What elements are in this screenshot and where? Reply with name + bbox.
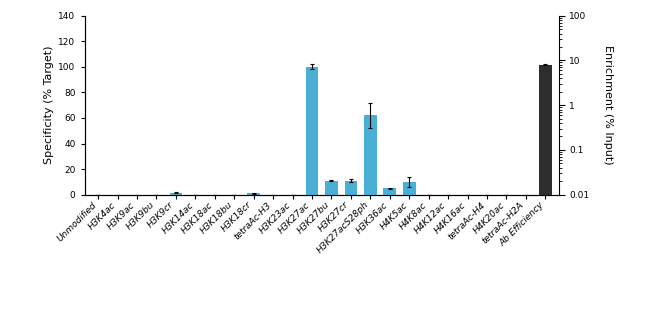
Bar bbox=[344, 181, 358, 195]
Bar bbox=[539, 65, 552, 314]
Bar bbox=[306, 67, 318, 195]
Bar bbox=[325, 181, 338, 195]
Y-axis label: Enrichment (% Input): Enrichment (% Input) bbox=[603, 46, 614, 165]
Bar bbox=[248, 193, 260, 195]
Bar bbox=[170, 193, 182, 195]
Bar bbox=[364, 116, 377, 195]
Bar bbox=[403, 182, 415, 195]
Bar bbox=[384, 188, 396, 195]
Y-axis label: Specificity (% Target): Specificity (% Target) bbox=[44, 46, 54, 165]
